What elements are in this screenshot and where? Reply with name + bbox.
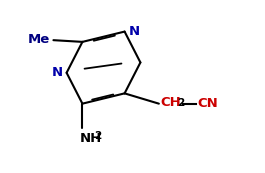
Text: Me: Me xyxy=(28,33,50,46)
Text: N: N xyxy=(51,66,63,79)
Text: N: N xyxy=(129,25,140,38)
Text: 2: 2 xyxy=(177,98,184,108)
Text: CH: CH xyxy=(160,96,181,109)
Text: NH: NH xyxy=(80,132,102,145)
Text: CN: CN xyxy=(198,97,218,110)
Text: 2: 2 xyxy=(94,131,101,142)
